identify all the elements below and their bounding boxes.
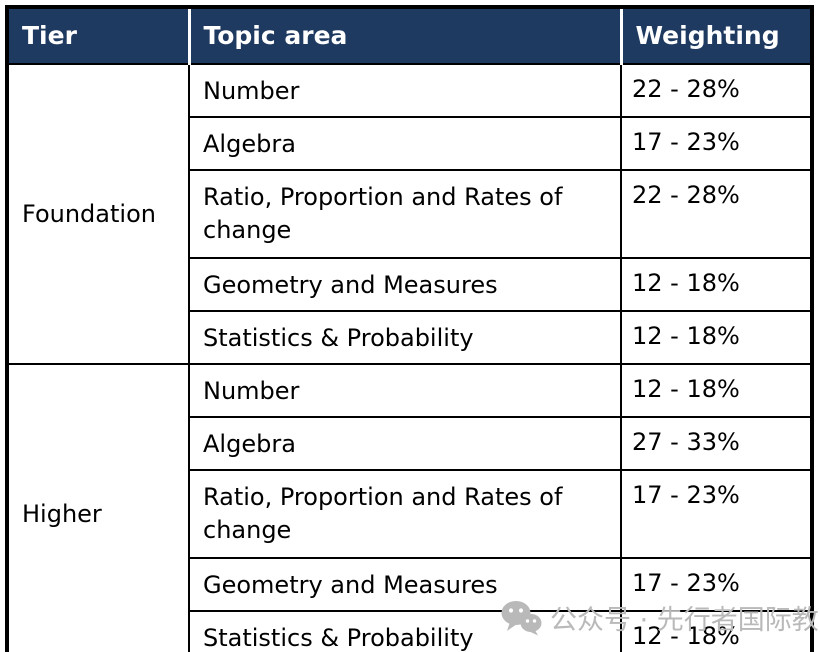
topic-cell: Number (188, 363, 622, 418)
table-row: Ratio, Proportion and Rates of change 17… (7, 469, 813, 559)
table-row: Foundation Number 22 - 28% (6, 63, 813, 365)
topic-label: Ratio, Proportion and Rates of change (203, 483, 563, 544)
tier-cell-foundation: Foundation (6, 63, 190, 365)
table-row: Statistics & Probability 12 - 18% (7, 310, 813, 365)
topic-label: Number (203, 377, 300, 405)
weighting-cell: 17 - 23% (620, 557, 813, 612)
topic-cell: Algebra (188, 116, 622, 171)
table-row: Statistics & Probability 12 - 18% (7, 610, 813, 652)
topic-label: Statistics & Probability (203, 624, 474, 652)
topic-cell: Number (188, 63, 622, 118)
topic-cell: Algebra (188, 416, 622, 471)
weighting-cell: 22 - 28% (620, 169, 813, 259)
topic-cell: Geometry and Measures (188, 257, 622, 312)
topic-cell: Statistics & Probability (188, 310, 622, 365)
weighting-cell: 12 - 18% (620, 257, 813, 312)
weighting-cell: 27 - 33% (620, 416, 813, 471)
weighting-cell: 22 - 28% (620, 63, 813, 118)
tier-cell-higher: Higher (6, 363, 190, 652)
weighting-cell: 12 - 18% (620, 610, 813, 652)
column-header-tier: Tier (7, 7, 189, 65)
table-row: Geometry and Measures 12 - 18% (7, 257, 813, 312)
weighting-cell: 17 - 23% (620, 116, 813, 171)
topic-label: Ratio, Proportion and Rates of change (203, 183, 563, 244)
topic-cell: Geometry and Measures (188, 557, 622, 612)
column-header-weighting: Weighting (619, 7, 812, 65)
table-header-row: Tier Topic area Weighting (7, 7, 812, 65)
topic-cell: Ratio, Proportion and Rates of change (188, 469, 622, 559)
table-row: Algebra 27 - 33% (7, 416, 813, 471)
topic-label: Algebra (203, 130, 296, 158)
topic-label: Geometry and Measures (203, 271, 498, 299)
topic-label: Statistics & Probability (203, 324, 474, 352)
tier-weighting-table: Tier Topic area Weighting Foundation Num… (5, 5, 814, 652)
topic-label: Number (203, 77, 300, 105)
topic-cell: Ratio, Proportion and Rates of change (188, 169, 622, 259)
weighting-cell: 17 - 23% (620, 469, 813, 559)
table-row: Geometry and Measures 17 - 23% (7, 557, 813, 612)
topic-cell: Statistics & Probability (188, 610, 622, 652)
table-row: Algebra 17 - 23% (7, 116, 813, 171)
weighting-cell: 12 - 18% (620, 310, 813, 365)
topic-label: Geometry and Measures (203, 571, 498, 599)
table-row: Ratio, Proportion and Rates of change 22… (7, 169, 813, 259)
weighting-cell: 12 - 18% (620, 363, 813, 418)
table-row: Higher Number 12 - 18% (6, 363, 813, 652)
column-header-topic-area: Topic area (187, 7, 621, 65)
topic-label: Algebra (203, 430, 296, 458)
